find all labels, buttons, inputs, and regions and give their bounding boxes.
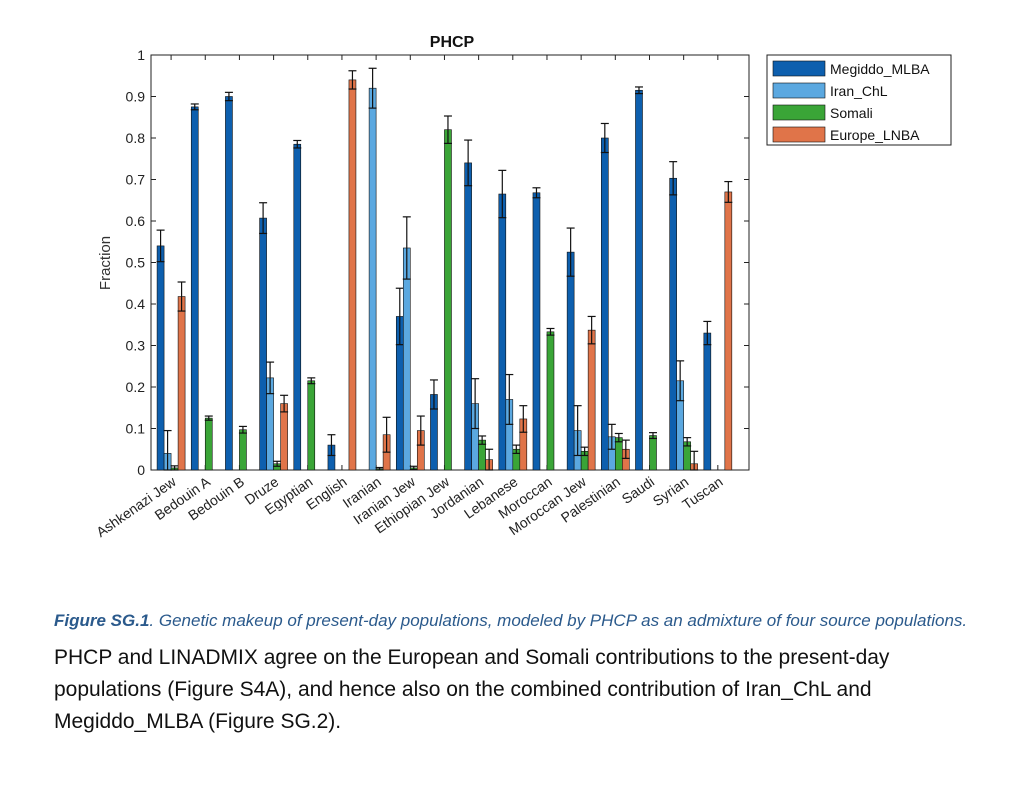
bar: [259, 217, 267, 471]
bar: [177, 296, 186, 471]
bar: [601, 137, 609, 471]
bar: [293, 143, 302, 471]
bar: [566, 251, 575, 471]
legend-swatch: [772, 104, 826, 121]
legend-swatch: [772, 60, 826, 77]
x-tick-label: Saudi: [619, 473, 658, 507]
bar: [498, 193, 507, 471]
bar: [444, 129, 452, 471]
bar: [156, 245, 165, 471]
bar: [546, 331, 555, 471]
y-tick-label: 0.6: [126, 213, 146, 229]
bar: [669, 177, 677, 471]
bar: [190, 106, 199, 471]
bar: [280, 403, 288, 471]
bar: [239, 429, 247, 471]
y-axis-label: Fraction: [97, 236, 114, 290]
figure-caption-block: Figure SG.1. Genetic makeup of present-d…: [54, 606, 984, 738]
y-tick-label: 0.7: [126, 172, 146, 188]
bar: [464, 162, 472, 471]
y-tick-label: 0.5: [126, 255, 146, 271]
bar: [615, 437, 623, 471]
bar: [225, 96, 233, 471]
legend-label: Europe_LNBA: [830, 127, 920, 143]
legend-label: Megiddo_MLBA: [830, 61, 930, 77]
bar: [348, 79, 357, 471]
y-tick-label: 0.4: [126, 296, 146, 312]
y-tick-label: 0: [137, 462, 145, 478]
legend-label: Somali: [830, 105, 873, 121]
figure-caption-text: . Genetic makeup of present-day populati…: [149, 611, 968, 630]
legend-label: Iran_ChL: [830, 83, 888, 99]
figure-caption: Figure SG.1. Genetic makeup of present-d…: [54, 606, 984, 636]
y-tick-label: 0.9: [126, 89, 146, 105]
bar: [649, 435, 657, 471]
bar: [703, 332, 712, 471]
legend-swatch: [772, 82, 826, 99]
body-paragraph: PHCP and LINADMIX agree on the European …: [54, 646, 890, 733]
y-tick-label: 0.1: [126, 421, 146, 437]
bar: [368, 87, 377, 471]
bar: [724, 191, 733, 471]
bar: [402, 247, 411, 471]
y-tick-label: 0.3: [126, 338, 146, 354]
bar-chart: PHCP Fraction 0 0.1 0.2 0.3 0.4 0.5 0.6 0.7 0.8 0…: [93, 34, 952, 540]
y-tick-label: 1: [137, 47, 145, 63]
figure-caption-label: Figure SG.1: [54, 611, 150, 630]
chart-title: PHCP: [430, 34, 475, 51]
bar: [635, 89, 643, 471]
bar: [204, 417, 213, 471]
y-tick-label: 0.8: [126, 130, 146, 146]
bar: [587, 329, 596, 471]
legend-swatch: [772, 126, 826, 143]
bar: [307, 380, 316, 471]
bar: [532, 192, 541, 471]
y-tick-label: 0.2: [126, 379, 146, 395]
